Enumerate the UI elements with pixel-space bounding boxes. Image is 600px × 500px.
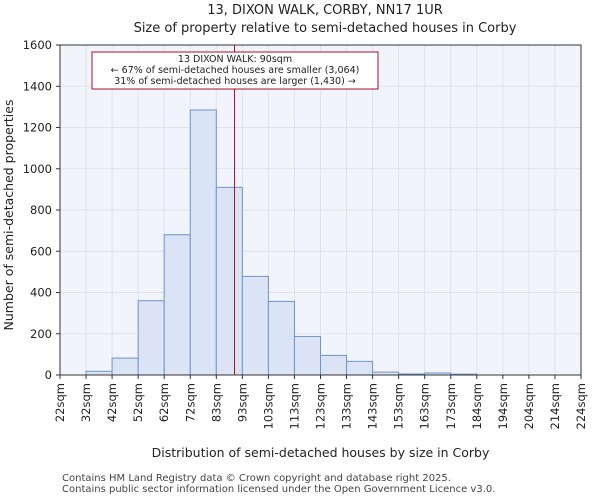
x-tick-label: 194sqm [496,383,510,429]
y-tick-label: 1600 [23,38,52,52]
chart-title: 13, DIXON WALK, CORBY, NN17 1UR [207,3,443,18]
footer-line-2: Contains public sector information licen… [62,484,496,495]
bar-93sqm [241,275,269,376]
x-tick-label: 153sqm [392,383,406,429]
bar-83sqm [215,186,243,376]
x-tick-label: 113sqm [287,383,301,429]
y-tick-label: 1400 [23,79,52,93]
y-tick-label: 800 [30,203,52,217]
footer-line-1: Contains HM Land Registry data © Crown c… [62,473,451,484]
bar-62sqm [163,234,191,376]
x-axis-ticks: 22sqm 32sqm 42sqm 52sqm 62sqm 72sqm 83sqm 93sqm… [53,375,588,429]
y-tick-label: 1200 [23,121,52,135]
x-tick-label: 214sqm [548,383,562,429]
bars [59,44,582,376]
annotation-line-1: 13 DIXON WALK: 90sqm [178,54,292,65]
x-tick-label: 184sqm [470,383,484,429]
bar-42sqm [111,357,139,376]
bar-32sqm [85,370,113,376]
x-tick-label: 32sqm [79,383,93,422]
x-tick-label: 133sqm [340,383,354,429]
x-tick-label: 52sqm [131,383,145,422]
bar-52sqm [137,300,165,376]
x-tick-label: 163sqm [418,383,432,429]
bar-123sqm [320,354,348,376]
y-tick-label: 0 [45,368,52,382]
x-tick-label: 123sqm [314,383,328,429]
y-tick-label: 400 [30,286,52,300]
x-tick-label: 62sqm [157,383,171,422]
annotation-line-3: 31% of semi-detached houses are larger (… [114,76,356,87]
y-tick-label: 600 [30,244,52,258]
y-axis-label: Number of semi-detached properties [1,100,16,331]
x-tick-label: 224sqm [574,383,588,429]
x-tick-label: 204sqm [522,383,536,429]
bar-133sqm [346,360,374,376]
x-tick-label: 83sqm [209,383,223,422]
x-tick-label: 42sqm [105,383,119,422]
x-tick-label: 103sqm [261,383,275,429]
x-tick-label: 143sqm [366,383,380,429]
y-tick-label: 1000 [23,162,52,176]
bar-72sqm [189,109,217,376]
annotation-frame [91,51,379,90]
x-tick-label: 93sqm [235,383,249,422]
chart-subtitle: Size of property relative to semi-detach… [134,21,517,36]
bar-113sqm [293,335,322,376]
x-tick-label: 72sqm [183,383,197,422]
bar-103sqm [267,300,295,376]
x-tick-label: 22sqm [53,383,67,422]
annotation-box: 13 DIXON WALK: 90sqm ← 67% of semi-detac… [91,51,379,90]
annotation-line-2: ← 67% of semi-detached houses are smalle… [111,65,360,76]
y-axis-ticks: 0 200 400 600 800 1000 1200 1400 1600 [23,38,60,382]
x-axis-label: Distribution of semi-detached houses by … [152,445,490,460]
x-tick-label: 173sqm [444,383,458,429]
y-tick-label: 200 [30,327,52,341]
